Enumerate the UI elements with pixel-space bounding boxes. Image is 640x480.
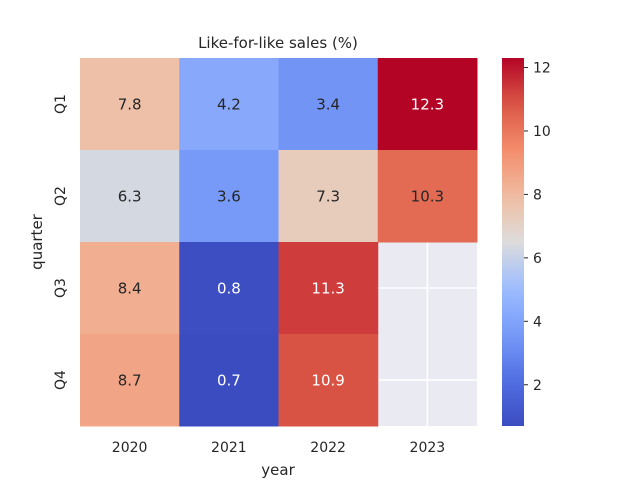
x-tick-label: 2022 xyxy=(310,440,346,456)
cell-value-label: 8.7 xyxy=(118,372,142,390)
y-tick-label: Q2 xyxy=(53,186,69,206)
colorbar-tick-label: 12 xyxy=(533,61,551,77)
y-axis-ticks: Q1 Q2 Q3 Q4 xyxy=(53,94,69,390)
cell-value-label: 3.6 xyxy=(217,188,241,206)
heatmap-cell xyxy=(179,150,279,243)
heatmap-cell xyxy=(278,334,379,427)
heatmap-cell xyxy=(377,58,478,151)
heatmap-cell xyxy=(278,58,379,151)
heatmap-cell xyxy=(377,150,478,243)
cell-value-label: 7.3 xyxy=(316,188,340,206)
x-tick-label: 2021 xyxy=(211,440,247,456)
cell-value-label: 8.4 xyxy=(118,280,142,298)
y-axis-label: quarter xyxy=(28,213,46,269)
cell-value-label: 3.4 xyxy=(316,96,340,114)
colorbar-tick-label: 6 xyxy=(533,251,542,267)
colorbar-tick-label: 10 xyxy=(533,124,551,140)
heatmap-cell-labels: 7.8 4.2 3.4 12.3 6.3 3.6 7.3 10.3 8.4 0.8 11.3 8.7 0… xyxy=(118,96,444,390)
heatmap-cell xyxy=(80,334,180,427)
x-tick-label: 2020 xyxy=(112,440,148,456)
heatmap-cell xyxy=(80,58,180,151)
x-axis-label: year xyxy=(261,461,295,479)
heatmap-cell xyxy=(179,334,279,427)
cell-value-label: 6.3 xyxy=(118,188,142,206)
colorbar-tick-label: 8 xyxy=(533,187,542,203)
cell-value-label: 0.8 xyxy=(217,280,241,298)
x-axis-ticks: 2020 2021 2022 2023 xyxy=(112,440,445,456)
colorbar-tick-label: 2 xyxy=(533,378,542,394)
cell-value-label: 10.3 xyxy=(411,188,444,206)
heatmap-cell xyxy=(179,242,279,335)
heatmap-cell xyxy=(80,242,180,335)
y-tick-label: Q3 xyxy=(53,278,69,298)
cell-value-label: 7.8 xyxy=(118,96,142,114)
heatmap-cell xyxy=(179,58,279,151)
x-tick-label: 2023 xyxy=(410,440,446,456)
cell-value-label: 12.3 xyxy=(411,96,444,114)
chart-title: Like-for-like sales (%) xyxy=(198,34,358,52)
heatmap-cell xyxy=(278,242,379,335)
y-tick-label: Q4 xyxy=(53,370,69,390)
colorbar-tick-label: 4 xyxy=(533,314,542,330)
cell-value-label: 4.2 xyxy=(217,96,241,114)
colorbar xyxy=(502,58,524,426)
heatmap-cell xyxy=(80,150,180,243)
cell-value-label: 10.9 xyxy=(311,372,344,390)
cell-value-label: 11.3 xyxy=(311,280,344,298)
cell-value-label: 0.7 xyxy=(217,372,241,390)
heatmap-cells xyxy=(80,58,478,427)
y-tick-label: Q1 xyxy=(53,94,69,114)
heatmap-cell xyxy=(278,150,379,243)
colorbar-ticks: 2 4 6 8 10 12 xyxy=(524,61,551,394)
